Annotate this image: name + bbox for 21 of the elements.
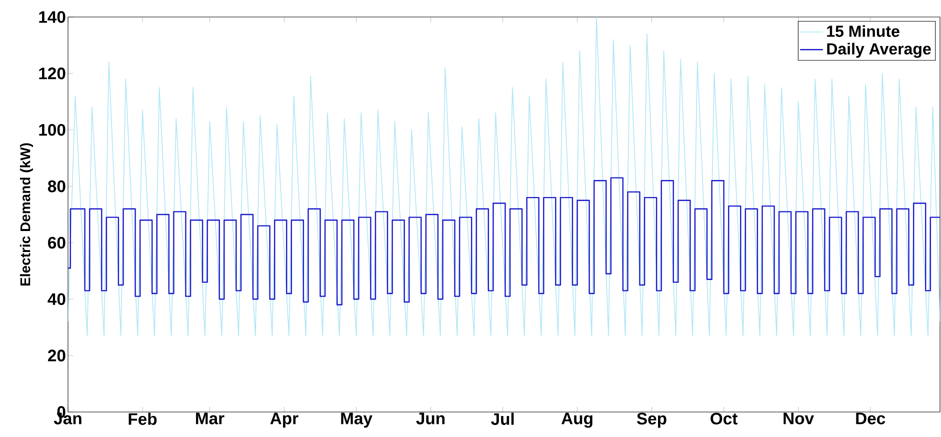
legend-label: 15 Minute — [827, 25, 900, 37]
x-tick-label: Nov — [784, 412, 814, 424]
x-tick-label: Aug — [561, 412, 592, 428]
y-tick-label: 120 — [39, 68, 66, 80]
y-axis-title: Electric Demand (kW) — [20, 143, 34, 286]
x-tick-label: Sep — [636, 412, 666, 428]
x-tick-label: Dec — [856, 412, 886, 424]
legend-label: Daily Average — [827, 42, 931, 58]
x-tick-label: Apr — [270, 412, 298, 428]
y-tick-label: 80 — [48, 180, 66, 192]
x-tick-label: Mar — [196, 412, 224, 424]
y-tick-label: 60 — [48, 236, 66, 249]
x-tick-label: Feb — [128, 412, 157, 425]
y-tick-label: 100 — [39, 124, 66, 136]
x-tick-label: May — [341, 412, 372, 428]
y-tick-label: 140 — [39, 11, 66, 23]
y-tick-label: 40 — [48, 293, 66, 306]
y-tick-label: 20 — [48, 350, 66, 362]
x-tick-label: Jun — [416, 412, 445, 424]
x-tick-label: Jul — [491, 412, 514, 425]
x-tick-label: Oct — [710, 412, 738, 425]
